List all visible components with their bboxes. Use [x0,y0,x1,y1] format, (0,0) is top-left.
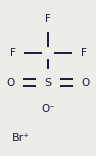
Text: O⁻: O⁻ [41,104,55,114]
FancyBboxPatch shape [43,78,53,87]
Text: F: F [81,48,86,58]
FancyBboxPatch shape [43,48,53,58]
Text: S: S [44,78,52,88]
Text: Br⁺: Br⁺ [12,133,30,143]
Text: F: F [10,48,15,58]
Text: F: F [45,14,51,24]
Text: O: O [6,78,15,88]
Text: O: O [81,78,90,88]
